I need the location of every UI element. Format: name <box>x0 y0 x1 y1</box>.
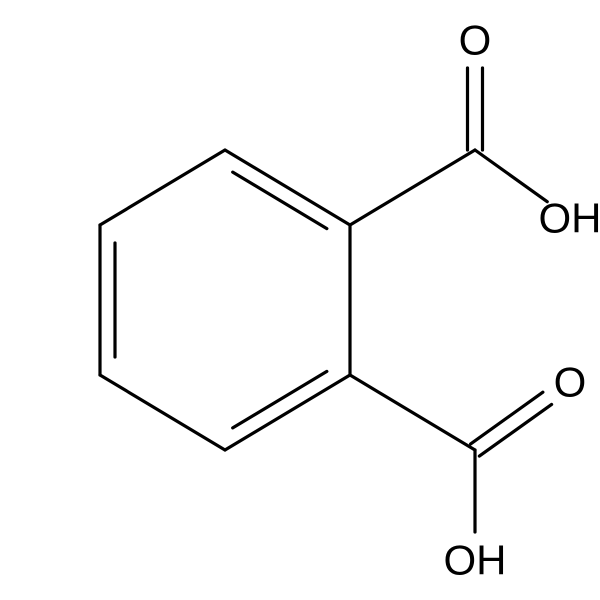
bond <box>100 375 225 450</box>
bond <box>350 150 475 225</box>
atom-label-o1: O <box>459 17 492 64</box>
bond <box>350 375 475 450</box>
bond <box>233 371 327 427</box>
bond <box>233 172 327 228</box>
atom-label-o2: OH <box>539 195 600 242</box>
bond <box>225 375 350 450</box>
atom-label-o4: O <box>554 359 587 406</box>
molecule-diagram: O OH OH O <box>0 0 600 600</box>
bond <box>225 150 350 225</box>
atom-label-o3: OH <box>444 537 507 584</box>
bond <box>475 150 547 202</box>
bond <box>100 150 225 225</box>
